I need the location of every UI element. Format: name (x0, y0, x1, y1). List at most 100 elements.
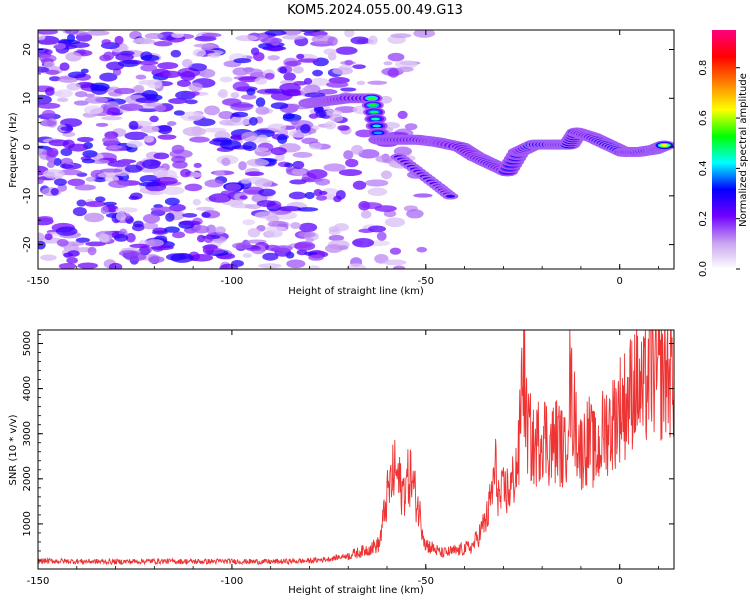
heatmap-noise-cell (74, 184, 96, 191)
heatmap-noise-cell (298, 231, 316, 238)
heatmap-noise-cell (60, 148, 73, 156)
heatmap-noise-cell (142, 159, 161, 169)
heatmap-noise-cell (193, 162, 202, 168)
heatmap-ridge-cell (369, 110, 379, 114)
heatmap-noise-cell (38, 240, 46, 250)
heatmap-noise-cell (180, 168, 191, 178)
heatmap-noise-cell (214, 170, 226, 177)
heatmap-noise-cell (100, 115, 123, 121)
heatmap-noise-cell (265, 229, 283, 238)
heatmap-noise-cell (254, 178, 273, 188)
y-tick-label: -20 (22, 236, 33, 252)
heatmap-noise-cell (338, 169, 363, 177)
heatmap-noise-cell (43, 61, 56, 68)
heatmap-noise-cell (115, 53, 134, 61)
heatmap-noise-cell (178, 220, 201, 226)
heatmap-noise-cell (383, 259, 407, 266)
heatmap-noise-cell (63, 252, 74, 258)
heatmap-noise-cell (350, 36, 370, 45)
heatmap-noise-cell (201, 32, 222, 38)
heatmap-noise-cell (232, 242, 253, 250)
heatmap-noise-cell (241, 131, 259, 142)
heatmap-noise-cell (317, 89, 338, 95)
y-tick-label: 20 (22, 43, 33, 56)
heatmap-noise-cell (406, 209, 424, 219)
heatmap-noise-cell (292, 160, 305, 170)
heatmap-noise-cell (80, 68, 89, 74)
heatmap-noise-cell (318, 190, 328, 196)
heatmap-noise-cell (38, 237, 63, 244)
heatmap-noise-cell (140, 125, 160, 133)
heatmap-ridge-cell (368, 103, 378, 107)
x-tick-label: -150 (27, 276, 50, 287)
heatmap-ridge-cell (372, 124, 382, 128)
heatmap-noise-cell (85, 241, 106, 247)
heatmap-noise-cell (352, 180, 367, 190)
heatmap-noise-cell (383, 210, 397, 218)
heatmap-noise-cell (312, 69, 324, 77)
heatmap-noise-cell (279, 66, 288, 74)
heatmap-noise-cell (291, 168, 307, 176)
heatmap-noise-cell (144, 32, 164, 40)
heatmap-noise-cell (256, 200, 276, 207)
y-tick-label: 5000 (22, 331, 33, 356)
heatmap-noise-cell (413, 193, 433, 198)
heatmap-noise-cell (238, 76, 260, 83)
heatmap-noise-cell (154, 104, 167, 112)
heatmap-noise-cell (283, 72, 296, 82)
x-tick-label: -50 (418, 576, 434, 587)
figure-title: KOM5.2024.055.00.49.G13 (287, 3, 463, 18)
heatmap-noise-cell (284, 60, 302, 67)
y-tick-label: 3000 (22, 421, 33, 446)
heatmap-noise-cell (114, 35, 124, 45)
heatmap-noise-cell (157, 124, 173, 135)
colorbar-ticks: 0.0 0.2 0.4 0.6 0.8 (698, 60, 740, 277)
heatmap-noise-cell (262, 45, 287, 51)
heatmap-noise-cell (49, 76, 61, 82)
heatmap-noise-cell (188, 82, 203, 92)
x-tick-label: -100 (221, 276, 244, 287)
top-x-ticks: -150 -100 -50 0 (27, 30, 659, 287)
heatmap-noise-cell (192, 48, 206, 57)
heatmap-noise-cell (67, 71, 87, 79)
heatmap-noise-cell (308, 113, 319, 119)
heatmap-noise-cell (108, 145, 123, 150)
heatmap-noise-cell (152, 167, 168, 178)
heatmap-noise-cell (292, 66, 304, 74)
heatmap-noise-cell (384, 217, 406, 228)
heatmap-noise-cell (351, 144, 364, 155)
heatmap-noise-cell (306, 169, 328, 179)
heatmap-noise-cell (235, 35, 259, 42)
y-tick-label: 4000 (22, 376, 33, 401)
heatmap-noise-cell (73, 100, 89, 106)
heatmap-noise-cell (188, 91, 200, 96)
heatmap-noise-cell (367, 187, 388, 196)
heatmap-noise-cell (376, 231, 387, 241)
colorbar-tick-label: 0.8 (698, 60, 709, 76)
heatmap-noise-cell (171, 144, 185, 154)
heatmap-noise-cell (58, 39, 81, 45)
heatmap-noise-cell (258, 263, 282, 269)
heatmap-noise-cell (393, 265, 406, 269)
heatmap-noise-cell (225, 183, 242, 192)
heatmap-noise-cell (157, 62, 179, 70)
heatmap-noise-cell (76, 136, 94, 143)
heatmap-noise-cell (212, 137, 232, 143)
heatmap-noise-cell (142, 213, 161, 224)
heatmap-noise-cell (219, 139, 242, 150)
heatmap-noise-cell (168, 98, 188, 104)
heatmap-noise-cell (38, 232, 45, 241)
heatmap-noise-cell (170, 252, 194, 263)
heatmap-noise-cell (356, 80, 366, 86)
heatmap-noise-cell (149, 115, 159, 123)
heatmap-noise-cell (85, 30, 110, 36)
heatmap-noise-cell (133, 84, 145, 94)
heatmap-noise-cell (246, 88, 256, 96)
bottom-y-ticks: 1000 2000 3000 4000 5000 (22, 331, 674, 570)
heatmap-noise-cell (367, 80, 388, 85)
heatmap-noise-cell (44, 233, 53, 241)
heatmap-noise-cell (42, 109, 56, 118)
heatmap-noise-cell (61, 164, 75, 169)
heatmap-noise-cell (397, 110, 408, 120)
